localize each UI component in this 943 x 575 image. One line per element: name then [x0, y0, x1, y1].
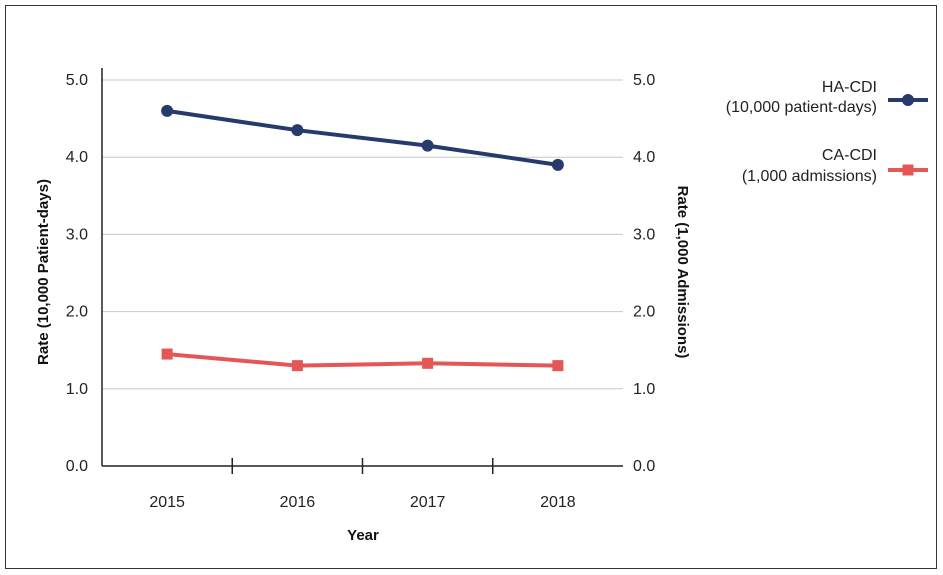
data-point [551, 158, 564, 171]
series-line-2 [166, 352, 558, 368]
gridlines [102, 79, 623, 390]
legend-label: CA-CDI [822, 147, 877, 164]
right-y-tick-label: 3.0 [633, 226, 655, 243]
right-y-tick-label: 5.0 [633, 72, 655, 89]
legend-swatch-marker [902, 94, 914, 106]
data-point [291, 124, 304, 137]
data-point [421, 139, 434, 152]
left-y-tick-label: 4.0 [66, 149, 88, 166]
left-y-axis-title: Rate (10,000 Patient-days) [35, 179, 52, 365]
legend-label: (1,000 admissions) [742, 168, 877, 185]
legend-label: HA-CDI [822, 79, 877, 96]
legend: HA-CDI (10,000 patient-days) CA-CDI (1,000 … [726, 79, 928, 185]
x-tick-label: 2015 [149, 494, 185, 511]
series [161, 104, 564, 372]
data-point [161, 104, 174, 117]
right-y-tick-label: 0.0 [633, 458, 655, 475]
right-y-axis-title: Rate (1,000 Admissions) [674, 186, 691, 359]
left-y-tick-label: 0.0 [66, 458, 88, 475]
right-y-tick-label: 1.0 [633, 381, 655, 398]
chart-frame [5, 5, 937, 569]
x-tick-label: 2016 [280, 494, 316, 511]
x-axis-title: Year [347, 527, 379, 544]
series-line-1 [166, 108, 559, 167]
x-tick-label: 2017 [410, 494, 446, 511]
axes [101, 68, 623, 474]
left-y-tick-label: 5.0 [66, 72, 88, 89]
legend-label: (10,000 patient-days) [726, 99, 877, 116]
data-point [161, 348, 173, 360]
legend-swatch-marker [902, 164, 914, 176]
data-point [291, 360, 303, 372]
x-tick-label: 2018 [540, 494, 576, 511]
data-point [422, 357, 434, 369]
tick-labels: 0.0 0.0 1.0 1.0 2.0 2.0 3.0 3.0 4.0 4.0 5.0 5.0 2015… [66, 72, 656, 511]
left-y-tick-label: 2.0 [66, 304, 88, 321]
right-y-tick-label: 2.0 [633, 304, 655, 321]
left-y-tick-label: 1.0 [66, 381, 88, 398]
right-y-tick-label: 4.0 [633, 149, 655, 166]
left-y-tick-label: 3.0 [66, 226, 88, 243]
data-point [552, 360, 564, 372]
